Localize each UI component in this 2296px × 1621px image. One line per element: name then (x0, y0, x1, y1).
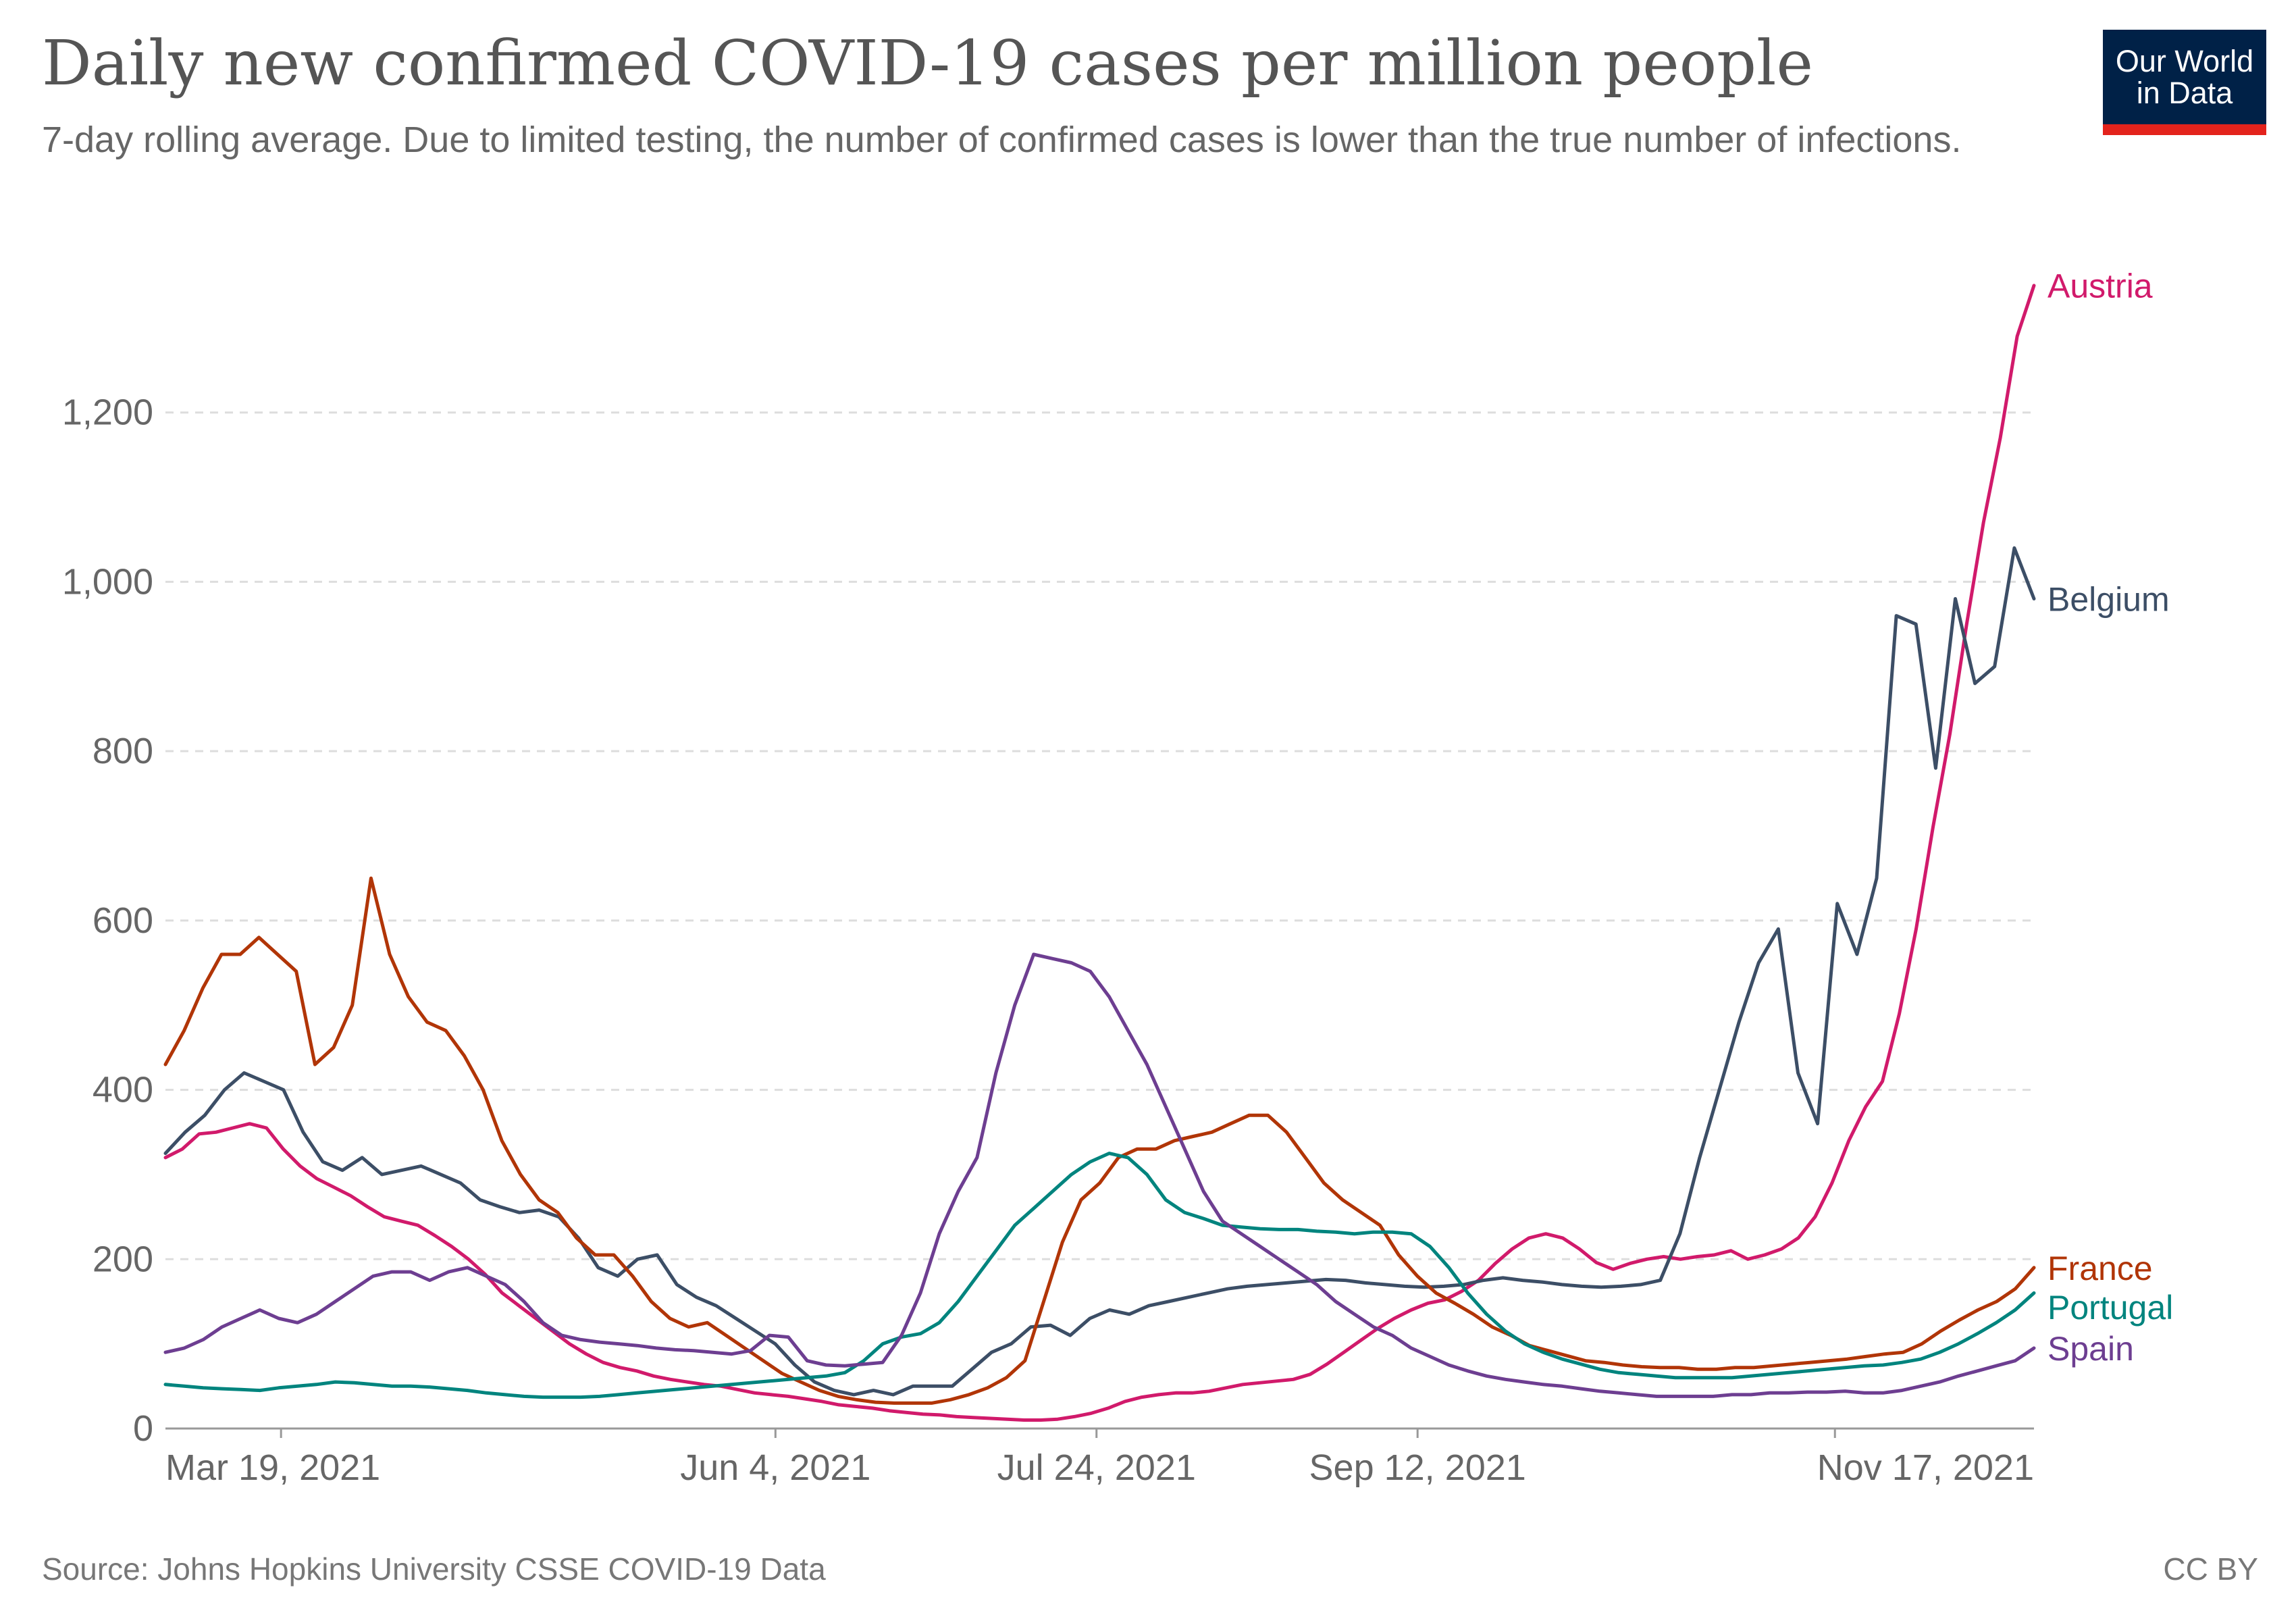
license-link[interactable]: CC BY (2163, 1551, 2258, 1587)
x-tick-label: Mar 19, 2021 (165, 1447, 380, 1488)
x-axis: Mar 19, 2021 Jun 4, 2021 Jul 24, 2021 Sep 1… (165, 1427, 2034, 1488)
y-axis: 0 200 400 600 800 1,000 1,200 (62, 392, 153, 1449)
series-label-belgium: Belgium (2047, 581, 2170, 619)
y-tick-label: 0 (133, 1408, 153, 1449)
chart-subtitle: 7-day rolling average. Due to limited te… (42, 120, 1962, 160)
x-tick-label: Jul 24, 2021 (997, 1447, 1196, 1488)
source-note[interactable]: Source: Johns Hopkins University CSSE CO… (42, 1551, 826, 1587)
logo-line-2: in Data (2136, 76, 2233, 110)
owid-logo[interactable]: Our World in Data (2103, 30, 2266, 135)
y-tick-label: 600 (93, 900, 153, 941)
x-tick-label: Nov 17, 2021 (1817, 1447, 2034, 1488)
y-tick-label: 800 (93, 731, 153, 771)
series-label-spain: Spain (2047, 1330, 2134, 1368)
series-line-portugal (163, 1152, 2036, 1399)
series-line-france (163, 876, 2036, 1405)
y-tick-label: 1,200 (62, 392, 153, 433)
logo-line-1: Our World (2115, 43, 2254, 78)
y-tick-label: 1,000 (62, 561, 153, 602)
series-label-austria: Austria (2047, 267, 2153, 305)
y-tick-label: 400 (93, 1070, 153, 1110)
x-tick-label: Jun 4, 2021 (680, 1447, 870, 1488)
series-line-austria (163, 284, 2036, 1422)
series-group (163, 284, 2036, 1422)
chart-title: Daily new confirmed COVID-19 cases per m… (42, 27, 1813, 99)
y-tick-label: 200 (93, 1239, 153, 1279)
series-line-spain (163, 952, 2036, 1398)
x-tick-label: Sep 12, 2021 (1309, 1447, 1526, 1488)
series-line-belgium (163, 546, 2036, 1397)
gridlines (165, 411, 2034, 1260)
series-label-portugal: Portugal (2047, 1289, 2173, 1327)
series-label-france: France (2047, 1250, 2153, 1287)
